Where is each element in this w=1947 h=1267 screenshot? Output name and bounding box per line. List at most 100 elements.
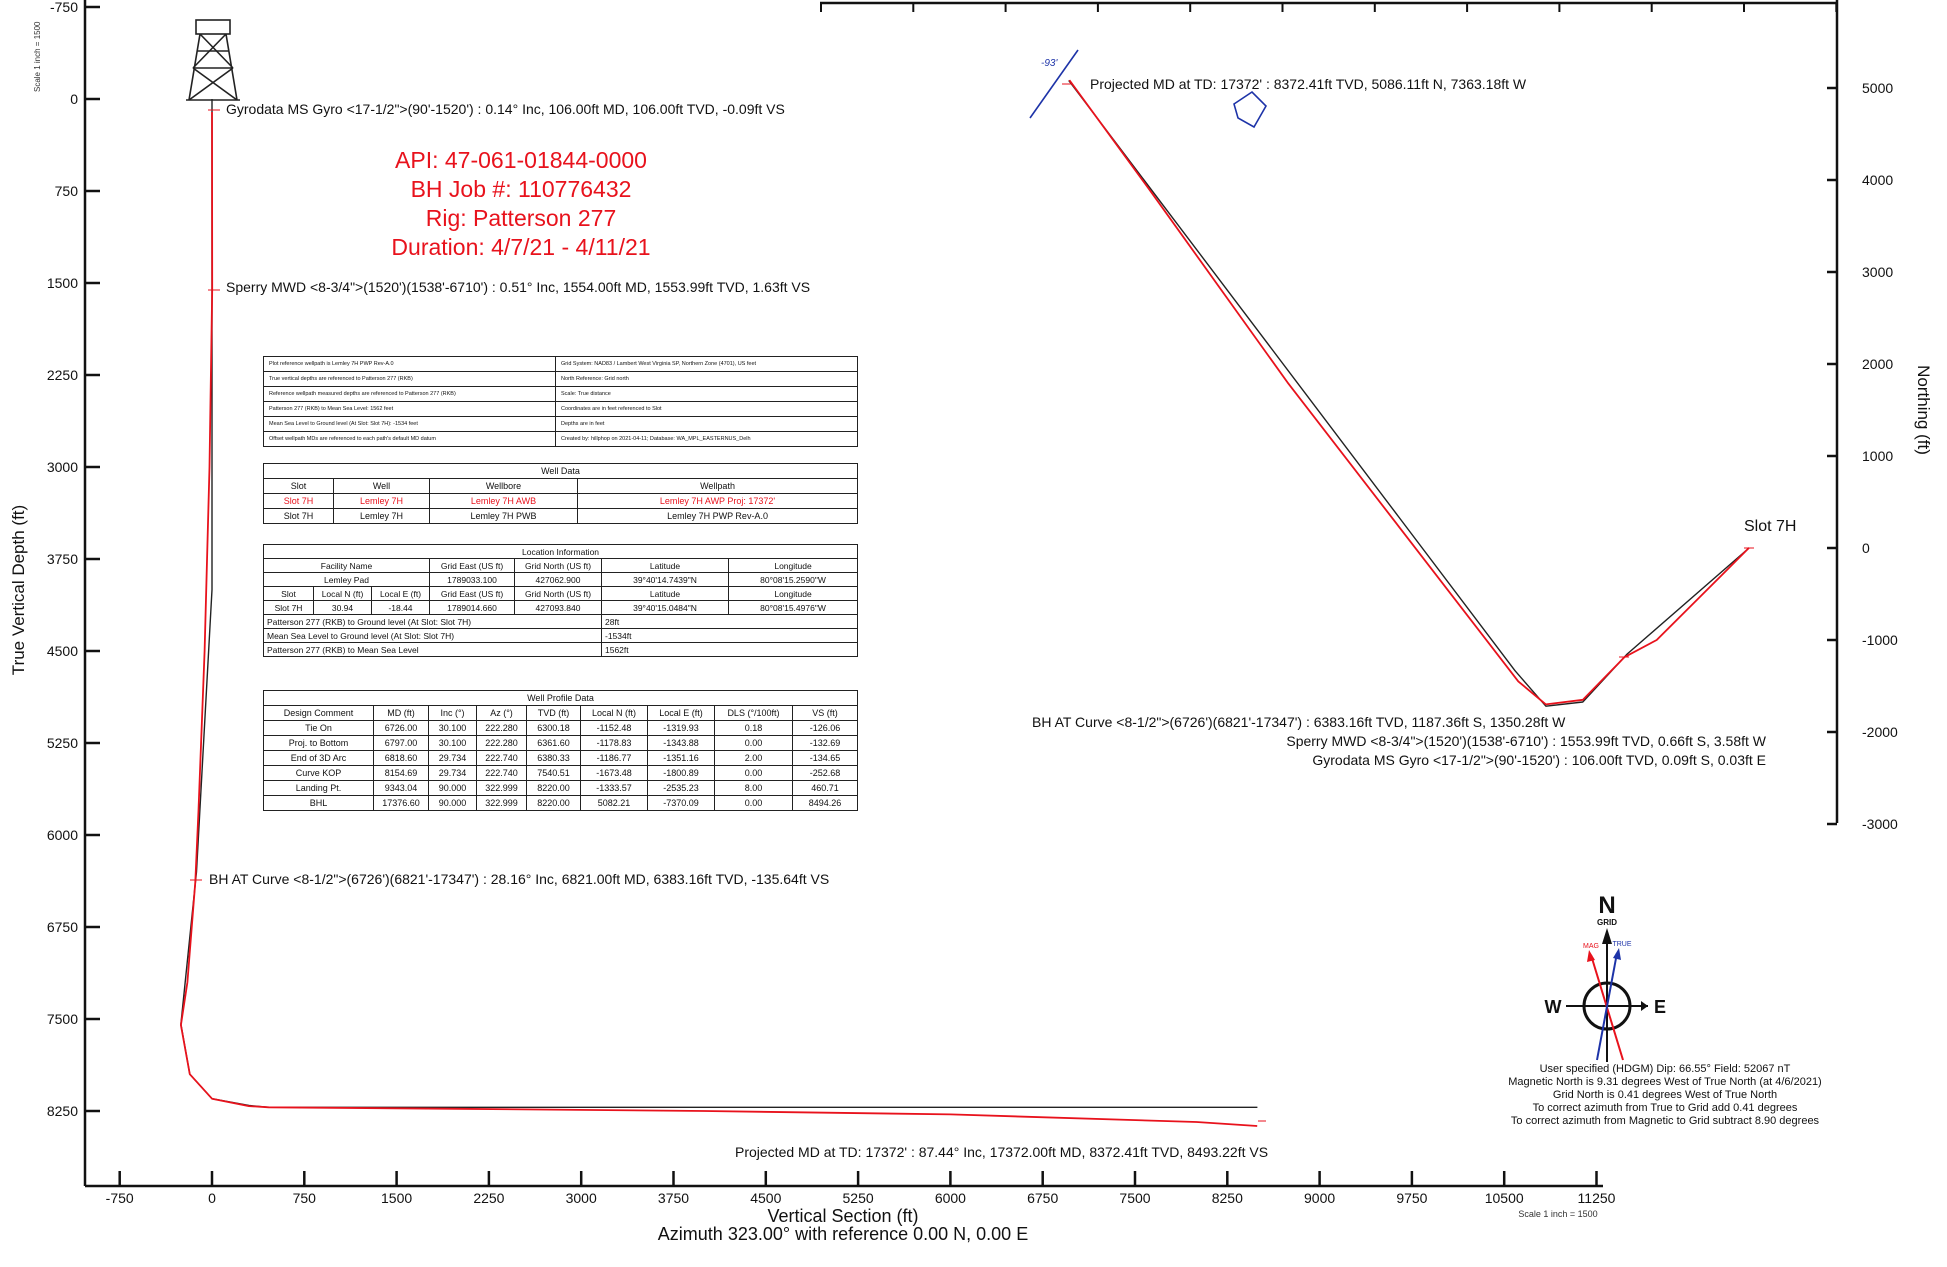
profile-header-cell: MD (ft) (373, 705, 429, 721)
notes-cell: Depths are in feet (555, 416, 858, 432)
profile-cell: -132.69 (791, 735, 859, 751)
right-y-tick-label: -2000 (1862, 724, 1898, 740)
profile-cell: -1319.93 (647, 720, 715, 736)
well-data-cell: Lemley 7H AWB (429, 493, 578, 509)
profile-cell: 29.734 (428, 750, 477, 766)
magnetic-note: Grid North is 0.41 degrees West of True … (1553, 1089, 1777, 1101)
profile-cell: 0.00 (714, 735, 793, 751)
profile-cell: 30.100 (428, 720, 477, 736)
x-tick-label: 3000 (566, 1190, 597, 1206)
profile-cell: 0.00 (714, 795, 793, 811)
location-extra-value: 1562ft (600, 642, 859, 657)
profile-cell: 30.100 (428, 735, 477, 751)
location-cell: 39°40'15.0484"N (601, 600, 729, 615)
target-marker-icon (1233, 90, 1267, 129)
right-y-tick-label: 4000 (1862, 172, 1893, 188)
y-tick-label: -750 (50, 0, 78, 15)
y-tick-label: 0 (70, 91, 78, 107)
magnetic-note: To correct azimuth from True to Grid add… (1533, 1102, 1798, 1114)
location-header: Latitude (601, 558, 729, 573)
profile-row: End of 3D Arc 6818.60 29.734 222.740 6380.33… (263, 750, 859, 766)
well-data-title: Well Data (262, 463, 859, 479)
profile-cell: 6380.33 (526, 750, 581, 766)
x-tick-label: 5250 (843, 1190, 874, 1206)
location-cell: 80°08'15.2590"W (727, 572, 859, 587)
profile-cell: -252.68 (791, 765, 859, 781)
location-extra-label: Patterson 277 (RKB) to Mean Sea Level (263, 642, 602, 657)
compass-true: TRUE (1612, 941, 1631, 948)
profile-header-cell: TVD (ft) (526, 705, 581, 721)
left-y-ticks: -750 0 750 1500 2250 3000 3750 4500 5250 6000 6750… (47, 0, 100, 1119)
notes-row: Plot reference wellpath is Lemley 7H PWP… (263, 356, 858, 372)
notes-cell: True vertical depths are referenced to P… (263, 371, 556, 387)
compass-e: E (1654, 997, 1666, 1017)
profile-cell: -1152.48 (580, 720, 648, 736)
well-data-table: Well Data Slot Well Wellbore Wellpath Sl… (262, 463, 859, 524)
duration: Duration: 4/7/21 - 4/11/21 (391, 234, 650, 260)
profile-cell: 90.000 (428, 795, 477, 811)
magnetic-note: Magnetic North is 9.31 degrees West of T… (1508, 1076, 1821, 1088)
location-cell: -18.44 (371, 600, 430, 615)
profile-header-cell: VS (ft) (791, 705, 859, 721)
profile-header-cell: Az (°) (476, 705, 527, 721)
notes-row: Mean Sea Level to Ground level (At Slot:… (263, 416, 858, 432)
y-tick-label: 2250 (47, 367, 78, 383)
notes-row: Reference wellpath measured depths are r… (263, 386, 858, 402)
right-y-tick-label: 2000 (1862, 356, 1893, 372)
x-tick-label: 9000 (1304, 1190, 1335, 1206)
right-y-ticks: -3000 -2000 -1000 0 1000 2000 3000 4000 5000 (1827, 80, 1898, 832)
left-series (180, 99, 1258, 1127)
profile-row: Proj. to Bottom 6797.00 30.100 222.280 6361.… (263, 735, 859, 751)
y-tick-label: 750 (55, 183, 79, 199)
profile-cell: 90.000 (428, 780, 477, 796)
right-annotation-sperry: Sperry MWD <8-3/4">(1520')(1538'-6710') … (1286, 733, 1766, 749)
compass-grid: GRID (1597, 918, 1617, 927)
location-header: Local E (ft) (371, 586, 430, 601)
magnetic-note: User specified (HDGM) Dip: 66.55° Field:… (1540, 1063, 1791, 1075)
left-x-ticks: -750 0 750 1500 2250 3000 3750 4500 5250 6000 6750… (106, 1171, 1616, 1206)
slot-label: Slot 7H (1744, 518, 1796, 535)
well-data-header: Wellbore (429, 478, 578, 494)
profile-cell: -1186.77 (580, 750, 648, 766)
location-cell: Slot 7H (263, 600, 314, 615)
left-annotation-curve: BH AT Curve <8-1/2">(6726')(6821'-17347'… (209, 871, 829, 887)
profile-cell: 6726.00 (373, 720, 429, 736)
profile-cell: -134.65 (791, 750, 859, 766)
location-header: Longitude (727, 586, 859, 601)
profile-cell: -2535.23 (647, 780, 715, 796)
api-number: API: 47-061-01844-0000 (395, 147, 647, 173)
profile-cell: -126.06 (791, 720, 859, 736)
magnetic-note: To correct azimuth from Magnetic to Grid… (1511, 1115, 1820, 1127)
bottom-scale-note: Scale 1 inch = 1500 (1518, 1209, 1597, 1219)
profile-row: Landing Pt. 9343.04 90.000 322.999 8220.00 -1… (263, 780, 859, 796)
x-tick-label: 7500 (1119, 1190, 1150, 1206)
profile-header-cell: DLS (°/100ft) (714, 705, 793, 721)
notes-row: True vertical depths are referenced to P… (263, 371, 858, 387)
x-tick-label: 6750 (1027, 1190, 1058, 1206)
drilling-rig-icon (186, 19, 240, 101)
compass-w: W (1545, 997, 1562, 1017)
profile-header-cell: Design Comment (263, 705, 374, 721)
profile-header-cell: Local E (ft) (647, 705, 715, 721)
lease-boundary: -93' (1029, 49, 1267, 129)
profile-cell: Landing Pt. (263, 780, 374, 796)
x-tick-label: 2250 (473, 1190, 504, 1206)
right-y-tick-label: 0 (1862, 540, 1870, 556)
right-top-ticks (820, 3, 1838, 12)
location-header: Grid East (US ft) (429, 586, 515, 601)
profile-cell: -1351.16 (647, 750, 715, 766)
x-tick-label: 0 (208, 1190, 216, 1206)
right-annotation-td: Projected MD at TD: 17372' : 8372.41ft T… (1090, 76, 1527, 92)
notes-cell: North Reference: Grid north (555, 371, 858, 387)
y-tick-label: 5250 (47, 735, 78, 751)
profile-cell: Tie On (263, 720, 374, 736)
notes-cell: Offset wellpath MDs are referenced to ea… (263, 431, 556, 447)
profile-cell: Curve KOP (263, 765, 374, 781)
well-profile-table: Well Profile Data Design Comment MD (ft) I… (262, 690, 859, 811)
profile-title: Well Profile Data (262, 690, 859, 706)
well-data-row: Slot 7H Lemley 7H Lemley 7H PWB Lemley 7… (263, 508, 859, 524)
profile-cell: 322.999 (476, 780, 527, 796)
left-plot-axes (83, 0, 1603, 1188)
notes-cell: Coordinates are in feet referenced to Sl… (555, 401, 858, 417)
